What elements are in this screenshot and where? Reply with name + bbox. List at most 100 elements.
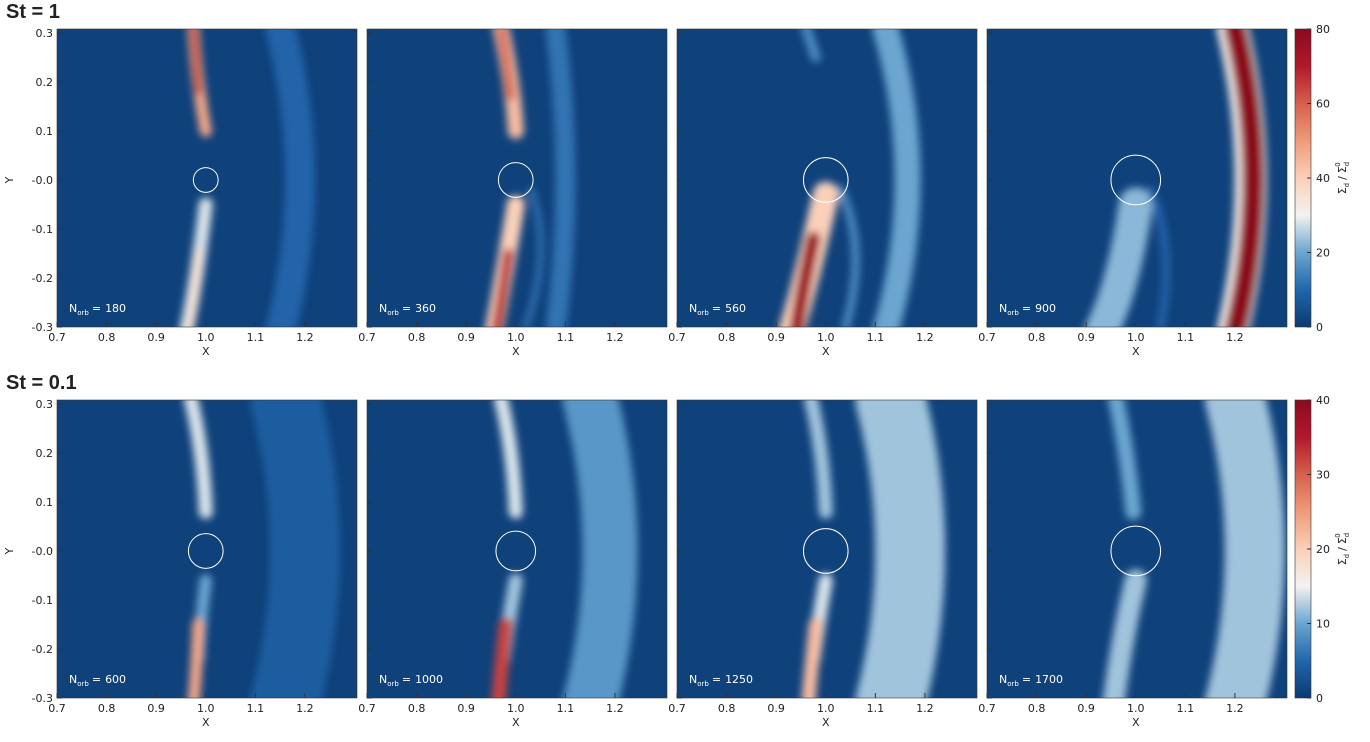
panel-frame <box>986 28 1288 328</box>
colorbar-tick-label: 0 <box>1316 321 1323 334</box>
label-part: d <box>1343 162 1351 166</box>
panel-frame <box>986 399 1288 699</box>
panel-frame <box>366 28 668 328</box>
density-band <box>1084 187 1153 327</box>
annotation-operator: = <box>92 302 101 315</box>
orbit-annotation: Norb = 360 <box>379 302 436 317</box>
x-tick-label: 1.0 <box>817 702 835 715</box>
annotation-subscript: orb <box>697 680 709 688</box>
y-tick-label: 0.1 <box>36 496 54 509</box>
x-tick-label: 0.8 <box>718 702 736 715</box>
annotation-operator: = <box>1022 673 1031 686</box>
x-tick-label: 0.9 <box>457 702 475 715</box>
x-tick-label: 1.0 <box>197 331 215 344</box>
panel-frame <box>676 399 978 699</box>
x-tick-label: 0.7 <box>358 331 376 344</box>
x-tick-label: 1.1 <box>557 331 575 344</box>
annotation-symbol: N <box>689 673 697 686</box>
x-tick-label: 1.0 <box>507 331 525 344</box>
density-field <box>57 400 357 698</box>
density-band <box>1224 29 1265 327</box>
x-axis-label: X <box>1132 345 1140 358</box>
density-band <box>491 617 513 698</box>
density-band <box>801 617 823 698</box>
density-band <box>522 186 544 327</box>
panel-frame <box>366 399 668 699</box>
panel: 0.7 0.8 0.9 1.0 1.1 1.2 X Norb = 560 <box>668 28 978 358</box>
annotation-subscript: orb <box>77 680 89 688</box>
annotation-operator: = <box>402 673 411 686</box>
panel: 0.7 0.8 0.9 1.0 1.1 1.2 X Norb = 1000 <box>358 399 668 729</box>
colorbar-label: Σd/Σd0 <box>1334 533 1351 566</box>
x-tick-label: 0.8 <box>98 331 116 344</box>
annotation-symbol: N <box>69 302 77 315</box>
field-features <box>179 29 315 327</box>
colorbar-tick-label: 30 <box>1316 469 1330 482</box>
y-tick-label: -0.0 <box>32 545 53 558</box>
annotation-subscript: orb <box>697 309 709 317</box>
x-tick-label: 1.1 <box>247 702 265 715</box>
annotation-symbol: N <box>689 302 697 315</box>
hill-sphere <box>802 528 849 574</box>
density-band <box>185 249 203 327</box>
hill-sphere <box>802 157 849 203</box>
label-part: 0 <box>1334 162 1342 166</box>
density-field <box>57 29 357 327</box>
colorbar-tick-label: 40 <box>1316 394 1330 407</box>
x-tick-label: 0.8 <box>1028 702 1046 715</box>
density-band <box>872 29 921 327</box>
annotation-operator: = <box>92 673 101 686</box>
density-band <box>562 400 638 698</box>
x-tick-label: 0.8 <box>718 331 736 344</box>
x-tick-label: 0.9 <box>1077 331 1095 344</box>
density-band <box>789 231 821 327</box>
x-tick-label: 1.2 <box>1226 331 1244 344</box>
y-tick-label: -0.3 <box>32 321 53 334</box>
orbit-annotation: Norb = 1700 <box>999 673 1063 688</box>
row-title: St = 1 <box>6 1 60 23</box>
density-band <box>184 400 213 519</box>
colorbar-tick-label: 80 <box>1316 23 1330 36</box>
field-features <box>1084 29 1267 327</box>
x-tick-label: 1.0 <box>197 702 215 715</box>
orbit-count: 600 <box>105 673 126 686</box>
colorbar-tick-label: 20 <box>1316 247 1330 260</box>
x-axis-label: X <box>1132 716 1140 729</box>
x-tick-label: 0.7 <box>358 702 376 715</box>
x-tick-label: 0.7 <box>978 702 996 715</box>
colorbar-tick-label: 20 <box>1316 543 1330 556</box>
hill-sphere <box>1110 525 1162 577</box>
label-part: d <box>1343 554 1351 558</box>
x-tick-label: 1.0 <box>817 331 835 344</box>
colorbar-tick-label: 40 <box>1316 172 1330 185</box>
density-field <box>987 400 1287 698</box>
x-tick-label: 0.7 <box>48 702 66 715</box>
y-tick-label: 0.2 <box>36 447 54 460</box>
y-tick-label: -0.2 <box>32 272 53 285</box>
panel: 0.7 0.8 0.9 1.0 1.1 1.2 X 0.3 0.2 0.1 -0.0 -0.1 -0.2… <box>3 398 358 729</box>
density-band <box>190 29 202 95</box>
annotation-symbol: N <box>379 302 387 315</box>
density-band <box>187 618 205 698</box>
x-axis-label: X <box>512 716 520 729</box>
hill-sphere <box>1110 154 1162 206</box>
orbit-count: 1000 <box>415 673 443 686</box>
x-tick-label: 1.2 <box>1226 702 1244 715</box>
x-tick-label: 0.9 <box>147 702 165 715</box>
annotation-subscript: orb <box>77 309 89 317</box>
orbit-annotation: Norb = 1250 <box>689 673 753 688</box>
x-axis-label: X <box>512 345 520 358</box>
density-band <box>1205 400 1285 698</box>
density-band <box>491 248 514 327</box>
y-tick-label: -0.0 <box>32 174 53 187</box>
x-tick-label: 1.1 <box>557 702 575 715</box>
y-tick-label: 0.1 <box>36 125 54 138</box>
field-features <box>801 400 946 698</box>
y-tick-label: -0.1 <box>32 223 53 236</box>
field-features <box>491 400 638 698</box>
row-title: St = 0.1 <box>6 372 77 394</box>
density-band <box>545 29 576 327</box>
x-tick-label: 0.8 <box>408 331 426 344</box>
